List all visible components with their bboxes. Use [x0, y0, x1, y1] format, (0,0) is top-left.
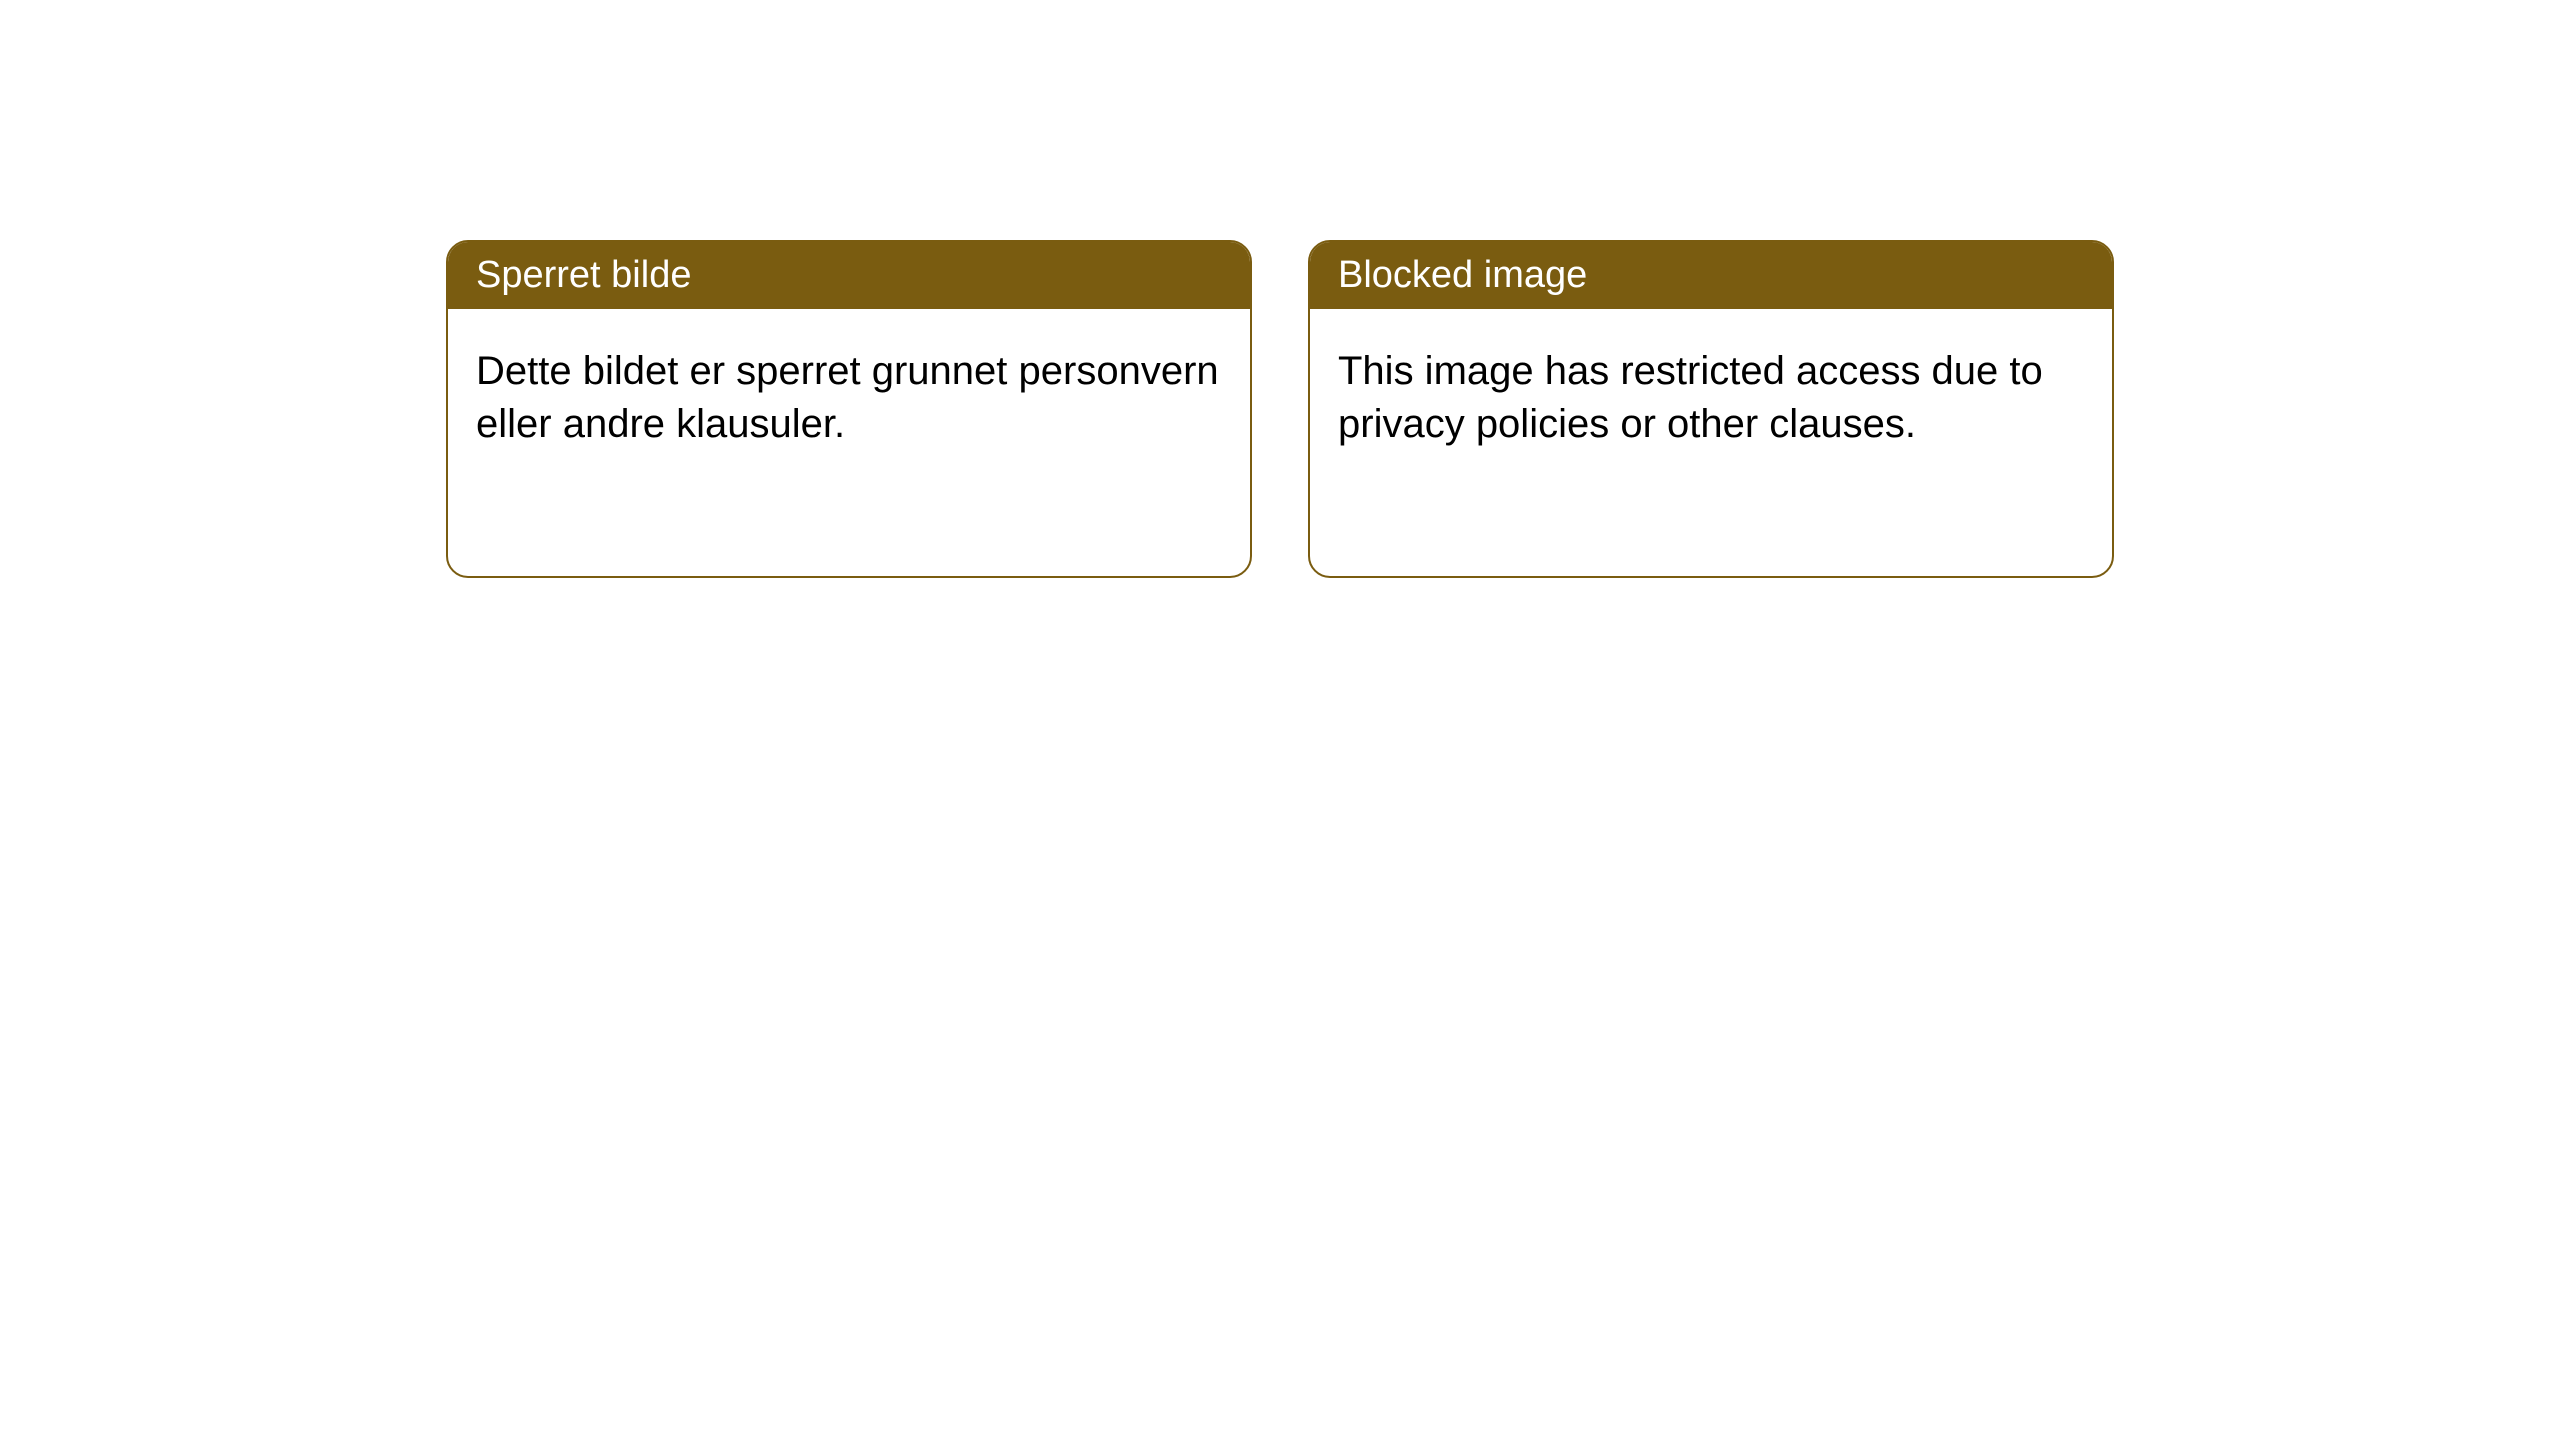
notice-card-no-title: Sperret bilde [448, 242, 1250, 309]
notice-card-en-title: Blocked image [1310, 242, 2112, 309]
notice-card-en: Blocked image This image has restricted … [1308, 240, 2114, 578]
notice-card-no: Sperret bilde Dette bildet er sperret gr… [446, 240, 1252, 578]
notice-card-no-body: Dette bildet er sperret grunnet personve… [448, 309, 1250, 487]
notice-card-en-body: This image has restricted access due to … [1310, 309, 2112, 487]
notice-cards-row: Sperret bilde Dette bildet er sperret gr… [446, 240, 2114, 578]
